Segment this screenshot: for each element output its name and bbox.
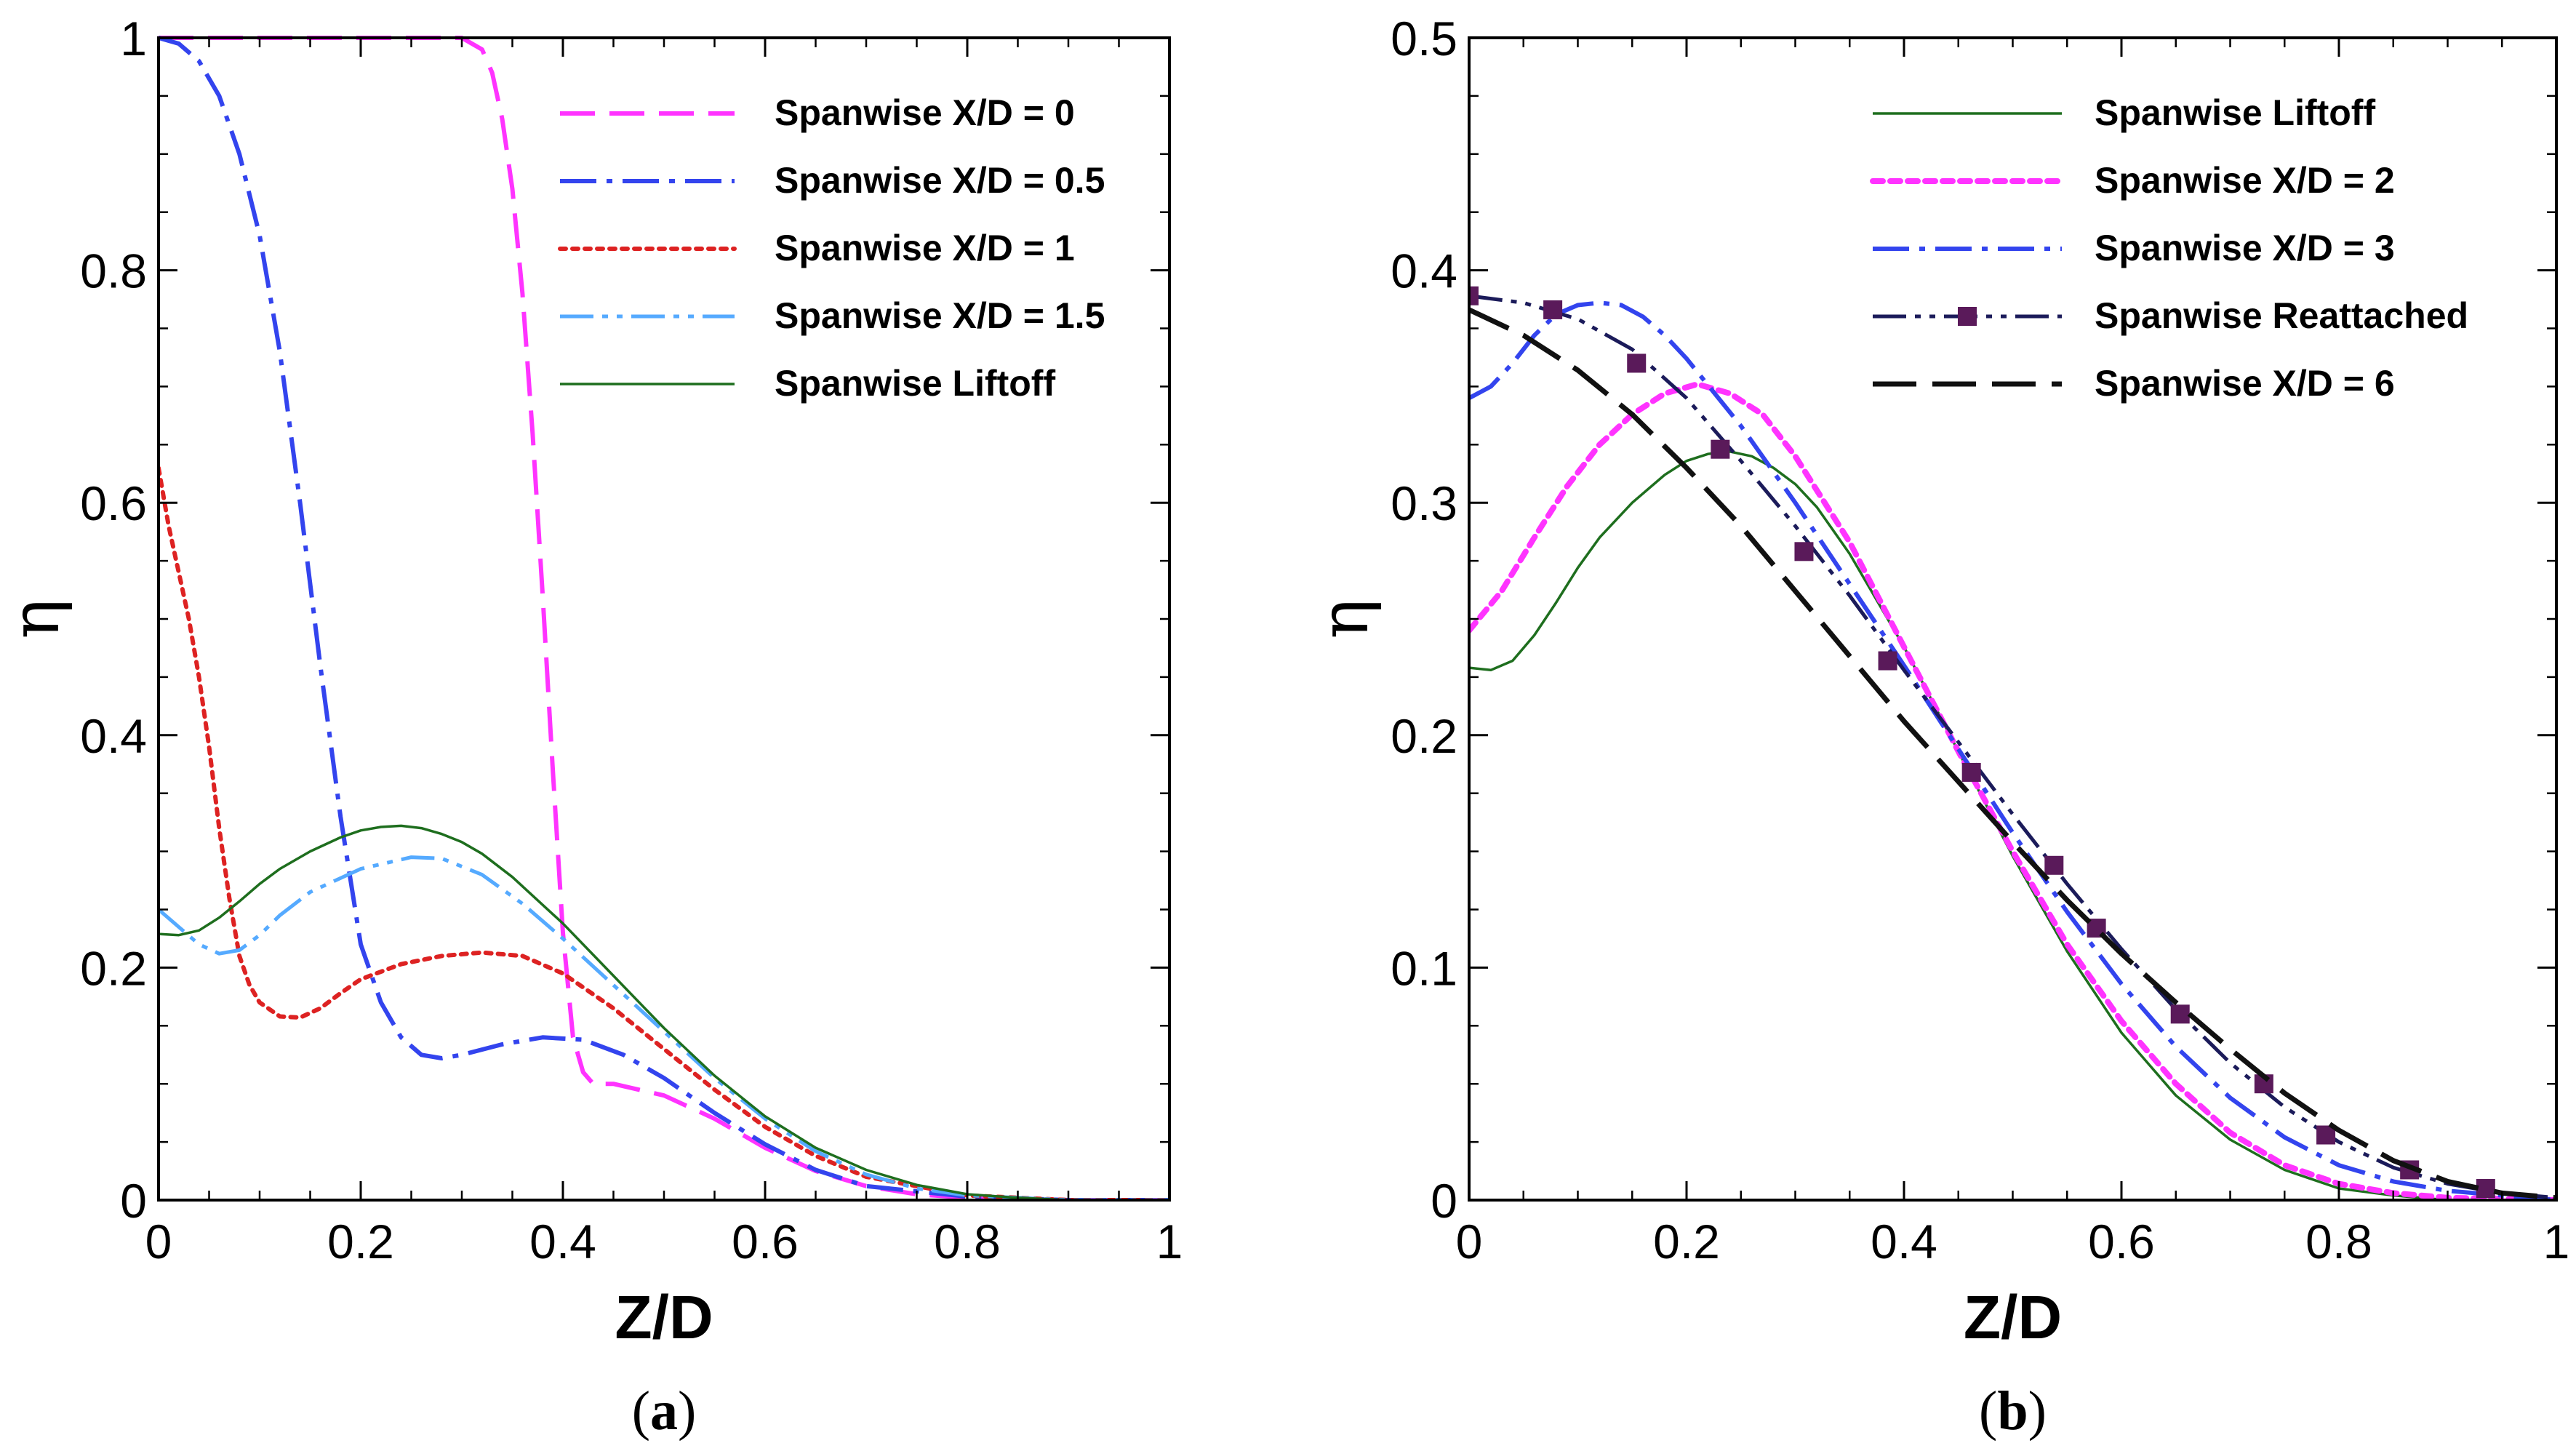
series-marker	[1469, 286, 1479, 305]
chart-panel-a: 0 0.2 0.4 0.6 0.8 1 0 0.2 0.4 0.6 0.8 1 Z/D η Spanwise…	[0, 12, 1183, 1442]
legend-label: Spanwise X/D = 0.5	[775, 160, 1105, 201]
legend-label: Spanwise X/D = 3	[2095, 228, 2395, 268]
legend-label: Spanwise X/D = 1.5	[775, 295, 1105, 336]
plot-area	[1469, 286, 2556, 1200]
legend: Spanwise X/D = 0 Spanwise X/D = 0.5 Spanwi…	[558, 92, 1105, 404]
panel-label: (b)	[1979, 1380, 2047, 1442]
x-axis-title: Z/D	[1964, 1283, 2062, 1351]
plot-frame	[157, 36, 1171, 1202]
y-tick-label: 0	[1431, 1174, 1457, 1228]
panel-label: (a)	[632, 1380, 697, 1442]
x-tick-label: 0.4	[1871, 1215, 1937, 1268]
series-marker	[1794, 542, 1814, 561]
series-line-5	[159, 824, 1169, 1200]
x-tick-label: 0.8	[934, 1215, 1001, 1268]
legend-label: Spanwise Liftoff	[775, 363, 1055, 404]
y-tick-label: 0.3	[1391, 476, 1457, 530]
y-tick-label: 0	[120, 1174, 147, 1228]
legend-label: Spanwise Reattached	[2095, 295, 2468, 336]
x-axis-title: Z/D	[615, 1283, 713, 1351]
panel-label-open: (	[632, 1380, 650, 1442]
x-tick-label: 1	[2543, 1215, 2570, 1268]
legend-label: Spanwise Liftoff	[2095, 92, 2375, 133]
y-tick-label: 0.4	[80, 709, 147, 763]
x-tick-label: 0	[1456, 1215, 1483, 1268]
legend-marker	[1958, 307, 1977, 326]
panel-label-letter: a	[650, 1380, 678, 1442]
x-tick-label: 0.6	[2088, 1215, 2155, 1268]
x-tick-label: 0	[145, 1215, 172, 1268]
plot-frame	[1468, 36, 2558, 1202]
y-tick-label: 0.1	[1391, 941, 1457, 995]
series-marker	[1627, 353, 1647, 373]
y-tick-label: 0.8	[80, 244, 147, 298]
y-tick-label: 0.6	[80, 476, 147, 530]
plot-area	[159, 36, 1169, 1200]
series-line-2	[159, 36, 1169, 1200]
y-tick-label: 1	[120, 12, 147, 65]
panel-label-close: )	[678, 1380, 696, 1442]
panel-label-open: (	[1979, 1380, 1997, 1442]
legend-label: Spanwise X/D = 1	[775, 228, 1075, 268]
series-marker	[2170, 1004, 2190, 1024]
series-marker	[2044, 855, 2064, 875]
y-tick-label: 0.4	[1391, 244, 1457, 298]
x-tick-label: 0.8	[2305, 1215, 2372, 1268]
y-tick-label: 0.5	[1391, 12, 1457, 65]
legend-label: Spanwise X/D = 2	[2095, 160, 2395, 201]
x-tick-label: 0.2	[1653, 1215, 1720, 1268]
series-marker	[1961, 762, 1981, 782]
series-line-4	[1469, 294, 2556, 1200]
series-line-2	[1469, 381, 2556, 1200]
x-tick-label: 0.6	[732, 1215, 799, 1268]
series-line-3	[1469, 300, 2556, 1200]
y-tick-label: 0.2	[1391, 709, 1457, 763]
y-tick-label: 0.2	[80, 941, 147, 995]
series-marker	[2476, 1179, 2495, 1199]
series-line-5	[1469, 307, 2556, 1200]
chart-panel-b: 0 0.2 0.4 0.6 0.8 1 0 0.1 0.2 0.3 0.4 0.5 Z/D η Spanwi…	[1305, 12, 2569, 1442]
legend-label: Spanwise X/D = 0	[775, 92, 1075, 133]
y-axis-title: η	[0, 599, 74, 639]
legend-label: Spanwise X/D = 6	[2095, 363, 2395, 404]
panel-label-close: )	[2028, 1380, 2047, 1442]
x-tick-label: 0.4	[529, 1215, 596, 1268]
series-line-3	[159, 465, 1169, 1200]
series-line-1	[1469, 450, 2556, 1200]
series-line-1	[159, 36, 1169, 1200]
y-axis-title: η	[1305, 599, 1383, 639]
series-marker	[1543, 300, 1563, 319]
x-tick-label: 1	[1156, 1215, 1183, 1268]
panel-label-letter: b	[1997, 1380, 2028, 1442]
series-line-4	[159, 855, 1169, 1200]
series-marker	[1711, 439, 1730, 459]
series-marker	[1878, 651, 1897, 671]
x-tick-label: 0.2	[327, 1215, 394, 1268]
legend: Spanwise Liftoff Spanwise X/D = 2 Spanwise…	[1870, 92, 2468, 404]
